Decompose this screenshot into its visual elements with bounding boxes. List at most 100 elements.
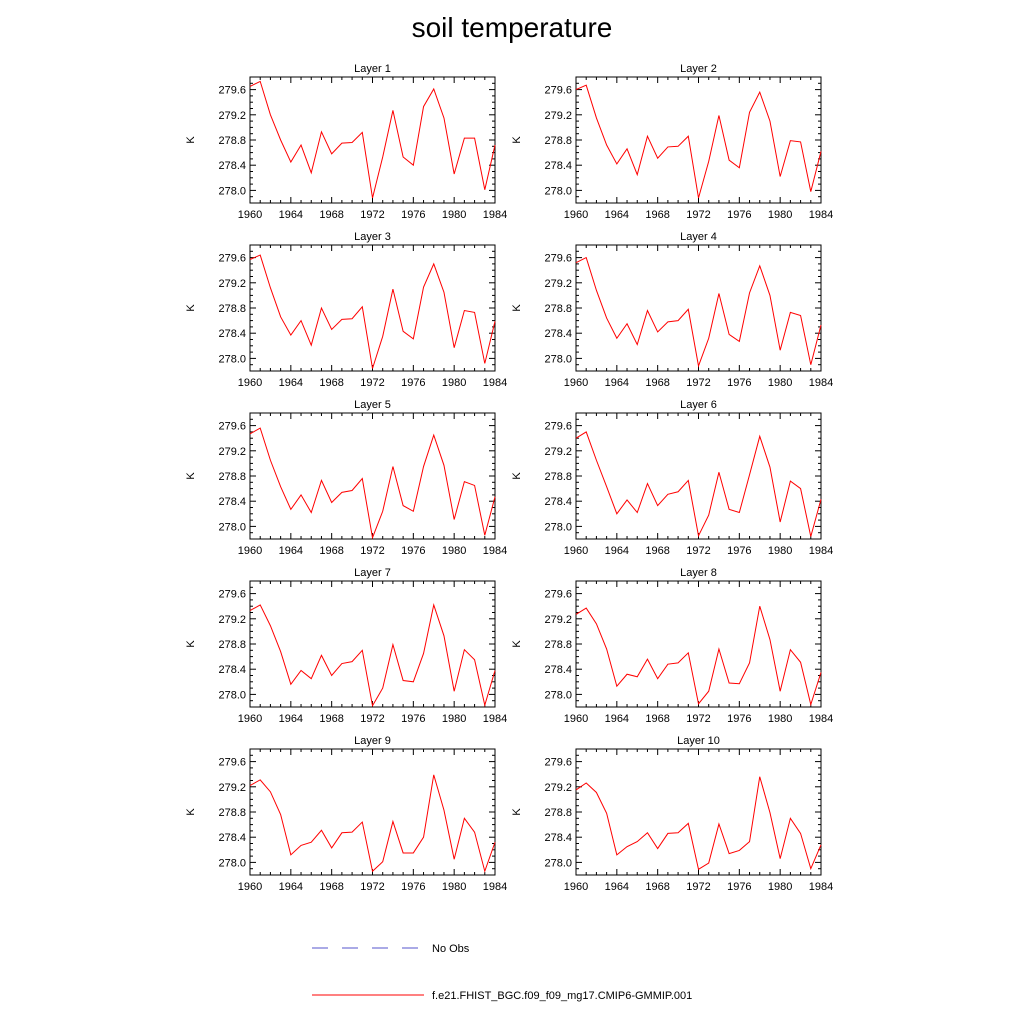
legend-label-model: f.e21.FHIST_BGC.f09_f09_mg17.CMIP6-GMMIP… [432,990,692,1002]
series-line [249,774,496,873]
x-tick-label: 1984 [483,377,507,389]
y-tick-label: 278.8 [544,471,572,483]
chart-title: soil temperature [411,12,613,43]
panel-title: Layer 5 [354,399,391,411]
y-tick-label: 279.2 [218,278,246,290]
x-tick-label: 1984 [809,377,833,389]
y-tick-label: 279.2 [544,110,572,122]
y-tick-label: 278.0 [218,185,246,197]
y-axis-label: K [185,136,197,144]
series-line [249,427,496,540]
x-tick-label: 1980 [442,881,466,893]
x-tick-label: 1984 [809,713,833,725]
x-tick-label: 1980 [442,713,466,725]
y-tick-label: 278.8 [218,807,246,819]
x-tick-label: 1968 [319,545,343,557]
x-tick-label: 1976 [401,713,425,725]
y-tick-label: 279.6 [218,757,246,769]
x-tick-label: 1964 [279,881,303,893]
x-tick-label: 1972 [360,545,384,557]
x-tick-label: 1980 [442,377,466,389]
panel-title: Layer 9 [354,735,391,747]
x-tick-label: 1968 [319,881,343,893]
x-tick-label: 1972 [360,377,384,389]
x-tick-label: 1960 [564,545,588,557]
plot-frame [249,244,496,372]
y-tick-label: 278.0 [544,353,572,365]
x-tick-label: 1964 [605,713,629,725]
panel-3: Layer 3 1960 1964 1968 1972 1976 1980 1984 278.0… [185,231,507,389]
x-tick-label: 1980 [768,713,792,725]
y-tick-label: 279.6 [218,253,246,265]
y-tick-label: 278.0 [544,521,572,533]
y-tick-label: 278.4 [218,664,246,676]
y-tick-label: 279.6 [218,85,246,97]
x-tick-label: 1972 [360,209,384,221]
y-tick-label: 278.0 [544,857,572,869]
legend: No Obs f.e21.FHIST_BGC.f09_f09_mg17.CMIP… [312,943,692,1002]
x-tick-label: 1980 [442,209,466,221]
x-tick-label: 1976 [401,377,425,389]
x-tick-label: 1972 [686,881,710,893]
x-tick-label: 1972 [360,713,384,725]
y-tick-label: 278.4 [218,328,246,340]
panel-title: Layer 6 [680,399,717,411]
series-line [575,84,822,199]
x-tick-label: 1960 [238,713,262,725]
y-tick-label: 279.6 [218,589,246,601]
series-line [249,603,496,708]
panel-7: Layer 7 1960 1964 1968 1972 1976 1980 1984 278.0… [185,567,507,725]
legend-label-no-obs: No Obs [432,943,470,955]
panel-title: Layer 8 [680,567,717,579]
y-tick-label: 278.8 [544,807,572,819]
x-tick-label: 1976 [727,881,751,893]
panel-9: Layer 9 1960 1964 1968 1972 1976 1980 1984 278.0… [185,735,507,893]
plot-frame [575,748,822,876]
y-tick-label: 279.6 [544,85,572,97]
y-axis-label: K [511,640,523,648]
y-tick-label: 279.2 [218,110,246,122]
panel-2: Layer 2 1960 1964 1968 1972 1976 1980 1984 278.0… [511,63,833,221]
y-tick-label: 279.2 [544,278,572,290]
y-tick-label: 278.0 [544,185,572,197]
y-tick-label: 278.0 [218,857,246,869]
y-tick-label: 279.2 [544,782,572,794]
x-tick-label: 1984 [483,881,507,893]
x-tick-label: 1968 [645,377,669,389]
x-tick-label: 1960 [564,209,588,221]
x-tick-label: 1976 [727,545,751,557]
x-tick-label: 1984 [483,209,507,221]
x-tick-label: 1980 [768,377,792,389]
y-tick-label: 279.6 [544,757,572,769]
y-tick-label: 279.6 [544,589,572,601]
y-tick-label: 278.8 [218,303,246,315]
panel-6: Layer 6 1960 1964 1968 1972 1976 1980 1984 278.0… [511,399,833,557]
x-tick-label: 1964 [279,713,303,725]
y-axis-label: K [511,472,523,480]
x-tick-label: 1960 [564,713,588,725]
x-tick-label: 1972 [686,713,710,725]
x-tick-label: 1976 [727,713,751,725]
y-tick-label: 278.8 [544,639,572,651]
y-tick-label: 279.6 [544,421,572,433]
x-tick-label: 1968 [645,209,669,221]
y-tick-label: 278.8 [218,471,246,483]
x-tick-label: 1968 [645,881,669,893]
y-axis-label: K [511,808,523,816]
x-tick-label: 1980 [442,545,466,557]
plot-frame [249,748,496,876]
x-tick-label: 1968 [645,713,669,725]
y-tick-label: 279.2 [544,614,572,626]
y-tick-label: 278.4 [544,160,572,172]
x-tick-label: 1972 [686,209,710,221]
x-tick-label: 1968 [319,377,343,389]
panel-title: Layer 10 [677,735,720,747]
plot-frame [249,412,496,540]
x-tick-label: 1976 [727,377,751,389]
y-tick-label: 279.6 [218,421,246,433]
x-tick-label: 1968 [319,209,343,221]
x-tick-label: 1984 [809,881,833,893]
plot-frame [575,580,822,708]
panel-title: Layer 7 [354,567,391,579]
